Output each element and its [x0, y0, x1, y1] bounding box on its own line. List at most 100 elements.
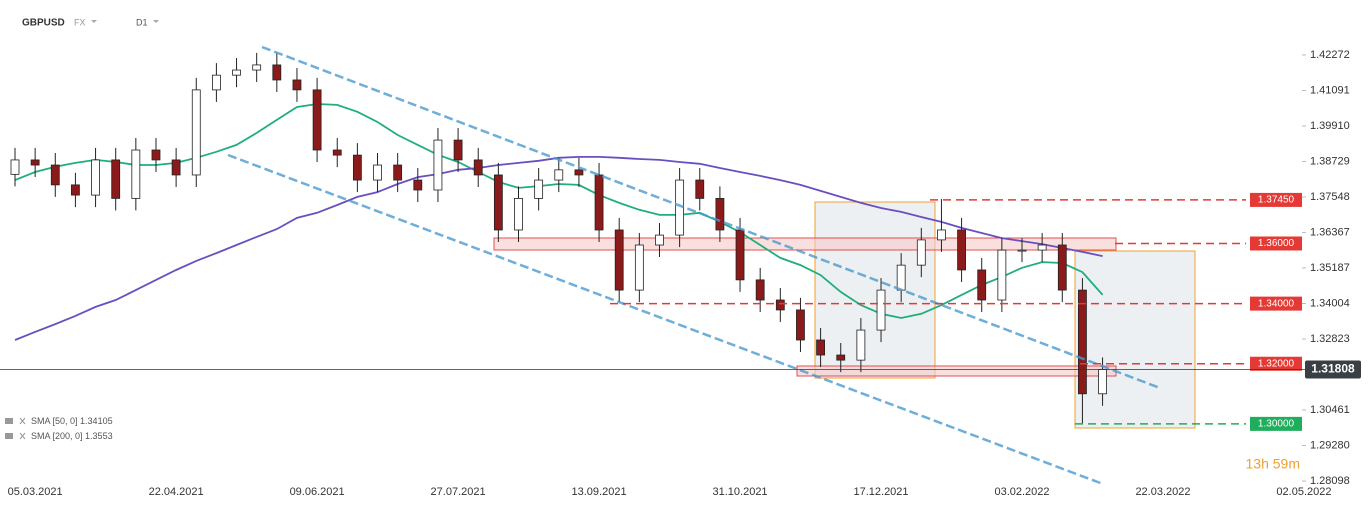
x-tick-label: 02.05.2022	[1276, 486, 1331, 498]
legend-name: SMA [50, 0]	[31, 416, 78, 426]
legend-name: SMA [200, 0]	[31, 431, 83, 441]
candle-body	[896, 264, 906, 291]
level-badge	[1250, 236, 1302, 251]
candle-body	[1078, 289, 1087, 395]
x-tick-label: 05.03.2021	[8, 486, 63, 498]
candle-body	[876, 289, 886, 331]
x-tick-label: 27.07.2021	[431, 486, 486, 498]
candle-body	[473, 159, 483, 176]
legend-icon[interactable]	[19, 432, 26, 440]
candle-body	[312, 89, 322, 151]
candle-body	[614, 229, 624, 291]
candle-body	[352, 154, 362, 181]
candle-body	[292, 79, 302, 91]
legend-entry: SMA [200, 0] 1.3553	[31, 431, 113, 441]
y-tick-label: 1.28098	[1310, 475, 1350, 487]
trend-line	[261, 45, 1161, 390]
level-badge	[1250, 296, 1302, 311]
candle-body	[574, 169, 584, 176]
candle-body	[413, 179, 423, 191]
candle-body	[10, 159, 20, 175]
y-tick-label: 1.34004	[1310, 297, 1350, 309]
candle-body	[755, 279, 765, 301]
legend-icon	[5, 418, 13, 424]
range-box	[814, 201, 936, 379]
candle-body	[332, 149, 342, 156]
candle-body	[30, 159, 40, 166]
y-tick-label: 1.32823	[1310, 333, 1350, 345]
dropdown-icon[interactable]	[153, 20, 159, 23]
y-tick-label: 1.35187	[1310, 262, 1350, 274]
candle-body	[393, 164, 403, 181]
legend: SMA [50, 0] 1.34105 SMA [200, 0] 1.3553	[5, 416, 113, 441]
legend-icon	[5, 433, 13, 439]
zone-box	[493, 237, 1117, 251]
candle-body	[232, 69, 241, 76]
x-tick-label: 03.02.2022	[994, 486, 1049, 498]
candle-body	[937, 229, 946, 241]
candle-body	[91, 159, 100, 196]
candle-body	[1098, 369, 1107, 395]
dropdown-icon[interactable]	[91, 20, 97, 23]
candle-body	[1017, 249, 1027, 252]
candle-body	[171, 159, 181, 176]
header: GBPUSD FX D1	[22, 17, 159, 29]
candle-body	[131, 149, 141, 199]
candle-body	[775, 299, 785, 311]
y-tick-label: 1.38729	[1310, 155, 1350, 167]
marks	[10, 52, 1107, 424]
y-tick-label: 1.41091	[1310, 84, 1350, 96]
candle-body	[71, 184, 80, 196]
legend-value: 1.34105	[80, 416, 113, 426]
x-tick-label: 09.06.2021	[290, 486, 345, 498]
y-tick-label: 1.39910	[1310, 120, 1350, 132]
candle-body	[695, 179, 705, 199]
legend-entry: SMA [50, 0] 1.34105	[31, 416, 113, 426]
y-tick-label: 1.37548	[1310, 191, 1350, 203]
zone-box	[796, 365, 1117, 377]
interval[interactable]: D1	[136, 17, 148, 27]
level-label: 1.36000	[1258, 238, 1295, 249]
candle-body	[514, 198, 523, 231]
candle-body	[493, 174, 503, 231]
range-box	[1074, 250, 1196, 429]
candle-body	[977, 269, 987, 301]
candle-body	[997, 249, 1007, 301]
market[interactable]: FX	[74, 17, 86, 27]
candle-body	[1037, 244, 1047, 251]
candle-body	[796, 309, 805, 341]
symbol[interactable]: GBPUSD	[22, 18, 65, 29]
last-price-badge	[1305, 360, 1361, 379]
candle-body	[634, 244, 644, 291]
candle-body	[151, 149, 161, 161]
candle-body	[272, 64, 282, 81]
candle-body	[50, 164, 60, 186]
x-tick-label: 13.09.2021	[572, 486, 627, 498]
level-label: 1.37450	[1258, 195, 1295, 206]
timer: 13h 59m	[1246, 456, 1300, 472]
candle-body	[715, 198, 725, 231]
y-tick-label: 1.29280	[1310, 439, 1350, 451]
candle-body	[252, 64, 262, 71]
candle-body	[373, 164, 382, 181]
candle-body	[916, 239, 926, 266]
legend-value: 1.3553	[85, 431, 113, 441]
candle-body	[856, 329, 866, 361]
level-label: 1.30000	[1258, 419, 1295, 430]
candle-body	[816, 339, 825, 356]
x-tick-label: 17.12.2021	[853, 486, 908, 498]
legend-icon[interactable]	[19, 417, 26, 425]
candle-body	[675, 179, 685, 236]
level-badge	[1250, 356, 1302, 371]
x-tick-label: 22.04.2021	[149, 486, 204, 498]
level-label: 1.34000	[1258, 298, 1295, 309]
candle-body	[111, 159, 121, 199]
candle-body	[1057, 244, 1067, 291]
last-price-label: 1.31808	[1311, 362, 1355, 376]
candle-body	[554, 169, 564, 181]
y-tick-label: 1.36367	[1310, 226, 1350, 238]
candle-body	[735, 229, 745, 281]
candle-body	[453, 139, 463, 161]
candle-body	[594, 174, 604, 231]
